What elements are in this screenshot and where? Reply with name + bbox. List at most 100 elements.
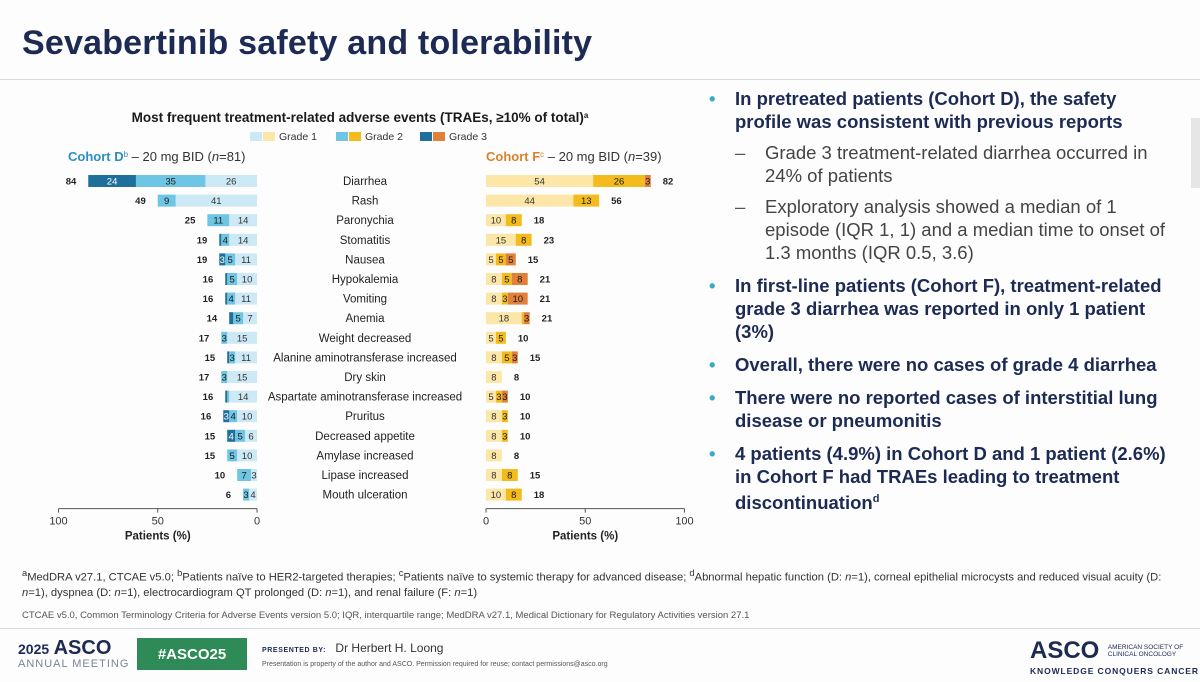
bar-f-total-label: 10 [520,431,531,442]
bar-d-grade3 [229,312,234,325]
bar-f-grade3-label: 3 [524,314,529,325]
asco-annual-meeting-logo: 2025 ASCO ANNUAL MEETING [18,637,129,670]
cohort-f-header: Cohort Fc – 20 mg BID (n=39) [486,149,662,164]
bar-d-grade3 [225,273,228,285]
bar-d-grade1 [251,469,257,481]
legend-grade-3-swatch-f [433,132,445,141]
bar-d-total-label: 16 [203,275,214,286]
title-divider [0,79,1200,80]
x-tick-label-d: 100 [49,516,67,528]
trae-chart: Most frequent treatment-related adverse … [49,110,693,543]
bar-f-grade2-label: 26 [614,177,625,188]
bar-d-grade2-label: 3 [222,373,227,384]
legend-grade-2-swatch-f [349,132,361,141]
bar-d-grade1-label: 15 [237,333,248,344]
bar-f-total-label: 56 [611,196,622,207]
bar-d-grade3 [227,351,230,364]
bar-f-grade2 [501,429,508,442]
category-label: Rash [352,196,379,208]
society-line-1: AMERICAN SOCIETY OF [1107,643,1184,651]
bar-d-grade1 [249,488,257,501]
bar-f-grade2-label: 8 [511,216,516,227]
bar-d-grade2 [227,390,230,403]
fn-a: MedDRA v27.1, CTCAE v5.0; [27,571,178,584]
bar-f-grade1 [486,214,506,227]
bar-f-grade2 [501,410,508,423]
bar-f-grade3-label: 8 [517,275,522,286]
bar-f-grade1-label: 8 [491,431,496,442]
bar-d-grade2 [227,292,236,305]
bar-f-grade1 [486,331,496,344]
bar-f-total-label: 21 [540,294,551,305]
side-tab [1191,118,1200,188]
bar-d-grade3 [88,175,136,187]
bullet-discontinuation: • 4 patients (4.9%) in Cohort D and 1 pa… [705,442,1175,514]
bar-d-grade1 [235,253,257,266]
fn-c-sup: c [398,568,404,578]
bar-d-grade1 [237,410,257,423]
bar-d-grade1 [229,214,257,227]
bar-f-grade2-label: 8 [511,490,516,501]
bar-f-grade3-label: 5 [508,255,513,266]
bar-d-grade2 [229,410,238,423]
logo-asco-right: ASCO [1030,637,1100,664]
category-label: Dry skin [344,372,386,384]
bar-f-grade3 [523,312,530,325]
bar-d-grade2-label: 4 [223,235,228,246]
legend-grade-1-label: Grade 1 [279,131,317,143]
category-label: Nausea [345,254,385,266]
category-label: Stomatitis [340,235,391,247]
bar-f-grade3 [644,175,651,187]
fn-d: Abnormal hepatic function (D: [694,571,846,584]
category-label: Anemia [346,313,386,325]
legend-grade-1-swatch-f [263,132,275,141]
bar-d-grade2 [235,429,246,442]
bar-d-grade2 [229,351,236,364]
bar-f-grade2 [573,194,600,207]
bar-f-grade2-label: 8 [507,471,512,482]
bar-f-grade1-label: 8 [491,275,496,286]
bar-f-total-label: 21 [540,275,551,286]
bar-d-total-label: 15 [205,353,216,364]
category-label: Aspartate aminotransferase increased [268,392,462,404]
bar-f-grade1 [486,351,502,364]
bar-d-grade1 [235,351,257,364]
bar-f-grade1-label: 8 [491,412,496,423]
bar-d-grade1-label: 11 [241,255,251,266]
fn-d-part: =1), corneal epithelial microcysts and r… [851,571,1162,584]
bar-d-total-label: 49 [135,196,146,207]
bar-f-grade1-label: 18 [499,314,510,325]
bar-f-grade2 [495,331,506,344]
logo-year: 2025 [18,641,50,657]
bar-d-grade2 [237,469,252,481]
bar-f-grade1-label: 8 [491,451,496,462]
bar-f-total-label: 8 [514,373,519,384]
bar-f-grade1 [486,469,502,481]
bullet-text: 4 patients (4.9%) in Cohort D and 1 pati… [735,443,1166,514]
bar-d-grade3 [219,253,226,266]
x-tick-label-f: 50 [579,516,591,528]
logo-annual: ANNUAL MEETING [18,658,130,670]
bar-d-grade1 [237,273,257,285]
x-tick-label-d: 50 [152,516,164,528]
category-label: Hypokalemia [332,274,399,286]
bar-f-grade2-label: 8 [521,235,526,246]
bar-d-grade2-label: 5 [230,451,235,462]
bar-d-grade1-label: 41 [211,196,222,207]
bar-d-grade2-label: 3 [243,490,248,501]
bar-f-grade3 [507,292,528,305]
bar-d-grade1 [229,390,257,403]
bullet-ild: • There were no reported cases of inters… [705,386,1175,432]
bullet-marker: • [709,88,716,109]
bar-d-total-label: 17 [199,373,210,384]
presented-by: PRESENTED BY: Dr Herbert H. Loong [262,641,443,655]
bar-d-grade1-label: 10 [242,412,253,423]
fn-d-part: =1), dyspnea (D: [28,586,115,599]
sub-marker: – [735,196,746,217]
bar-d-grade2-label: 5 [228,255,233,266]
bar-d-grade1 [227,371,257,383]
bar-d-grade3-label: 24 [107,177,118,188]
bar-d-grade1 [227,331,257,344]
footnotes: aMedDRA v27.1, CTCAE v5.0; bPatients naï… [22,566,1187,601]
bar-d-total-label: 16 [203,392,214,403]
